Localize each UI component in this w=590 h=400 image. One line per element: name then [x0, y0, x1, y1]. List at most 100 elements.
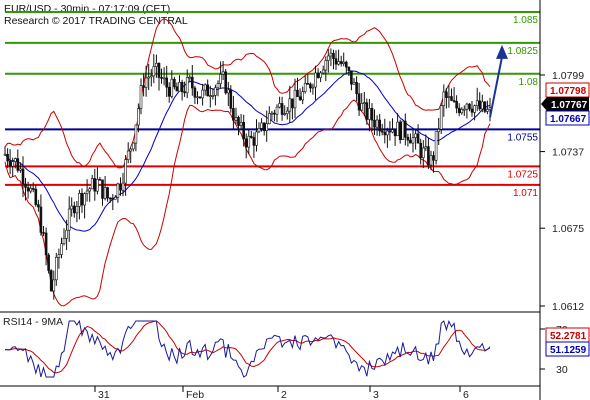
candle [214, 84, 217, 106]
candle [342, 52, 346, 67]
candle [319, 71, 322, 83]
candle [437, 118, 441, 145]
level-label: 1.08 [519, 77, 539, 88]
candle [455, 95, 458, 114]
candle [478, 92, 482, 111]
candle [267, 106, 271, 125]
x-tick-label: 2 [281, 389, 287, 400]
candle [132, 142, 135, 152]
candle [101, 179, 104, 206]
candle [191, 65, 194, 96]
candle [403, 113, 407, 146]
candle [280, 96, 284, 121]
candle [121, 172, 125, 197]
candle [447, 85, 451, 108]
candle [334, 50, 338, 70]
candle [211, 88, 215, 100]
candle [414, 129, 417, 150]
candle [162, 67, 166, 86]
candle [70, 197, 73, 217]
candle [129, 148, 132, 163]
x-tick-label: 31 [98, 389, 110, 400]
candle [106, 186, 109, 202]
candle [380, 123, 384, 136]
candle [157, 62, 161, 91]
candle [357, 83, 361, 116]
x-tick-label: 3 [373, 389, 379, 400]
candle [296, 77, 299, 97]
candle [352, 78, 356, 85]
level-label: 1.0825 [507, 46, 538, 57]
candle [31, 182, 35, 193]
candle [47, 253, 50, 274]
candle [111, 194, 115, 211]
candle [262, 122, 266, 136]
candle [60, 237, 63, 259]
candles [3, 48, 492, 300]
rsi-ma-value-tag: 52.2781 [545, 327, 590, 343]
candle [108, 197, 112, 203]
candle [173, 76, 176, 90]
level-label: 1.071 [513, 188, 538, 199]
candle [291, 98, 294, 120]
candle [227, 81, 230, 106]
candle [462, 105, 466, 116]
candle [365, 98, 369, 125]
candle [206, 79, 209, 97]
candle [409, 133, 412, 144]
candle [257, 122, 261, 134]
chart-copyright: Research © 2017 TRADING CENTRAL [4, 15, 188, 27]
candle [421, 140, 425, 169]
candle [316, 68, 320, 79]
candle [150, 69, 153, 87]
candle [265, 110, 269, 142]
svg-text:1.07667: 1.07667 [550, 114, 587, 125]
candle [88, 187, 91, 202]
candle [470, 101, 474, 117]
candle [54, 252, 58, 286]
candle [216, 80, 220, 97]
candle [445, 88, 448, 109]
candle [450, 88, 453, 102]
candle [73, 201, 76, 218]
candle [398, 119, 402, 144]
candle [209, 85, 212, 108]
candle [468, 103, 471, 112]
candle [147, 63, 150, 91]
candle [252, 132, 256, 158]
candle [452, 87, 456, 103]
bollinger-lower-line [4, 99, 491, 307]
x-tick-label: 6 [463, 389, 469, 400]
level-label: 1.085 [513, 15, 538, 26]
candle [137, 103, 140, 133]
candle [483, 101, 487, 114]
candle [126, 142, 130, 164]
candle [411, 128, 415, 153]
candle [62, 228, 66, 246]
candle [360, 93, 364, 112]
candle [85, 179, 89, 202]
candle [83, 192, 86, 219]
candle [19, 162, 22, 173]
candle [142, 73, 145, 97]
price-tag: 1.07767 [541, 97, 589, 111]
y-tick-label: 1.0675 [552, 223, 584, 235]
rsi-y-tick-label: 30 [556, 364, 568, 376]
candle [98, 177, 102, 181]
candle [370, 103, 374, 131]
candle [275, 104, 279, 123]
candle [324, 56, 328, 82]
candle [196, 91, 199, 105]
candle [375, 115, 379, 136]
candle [285, 107, 289, 120]
chart-title: EUR/USD - 30min - 07:17:09 (CET) [4, 3, 170, 15]
candle [201, 83, 204, 106]
forecast-arrow [489, 44, 508, 118]
candle [480, 94, 484, 113]
moving-average-line [4, 70, 491, 232]
candle [11, 157, 14, 177]
candle [167, 82, 171, 103]
candle [152, 54, 156, 84]
candle [460, 107, 464, 115]
bollinger-upper-line [4, 18, 491, 169]
